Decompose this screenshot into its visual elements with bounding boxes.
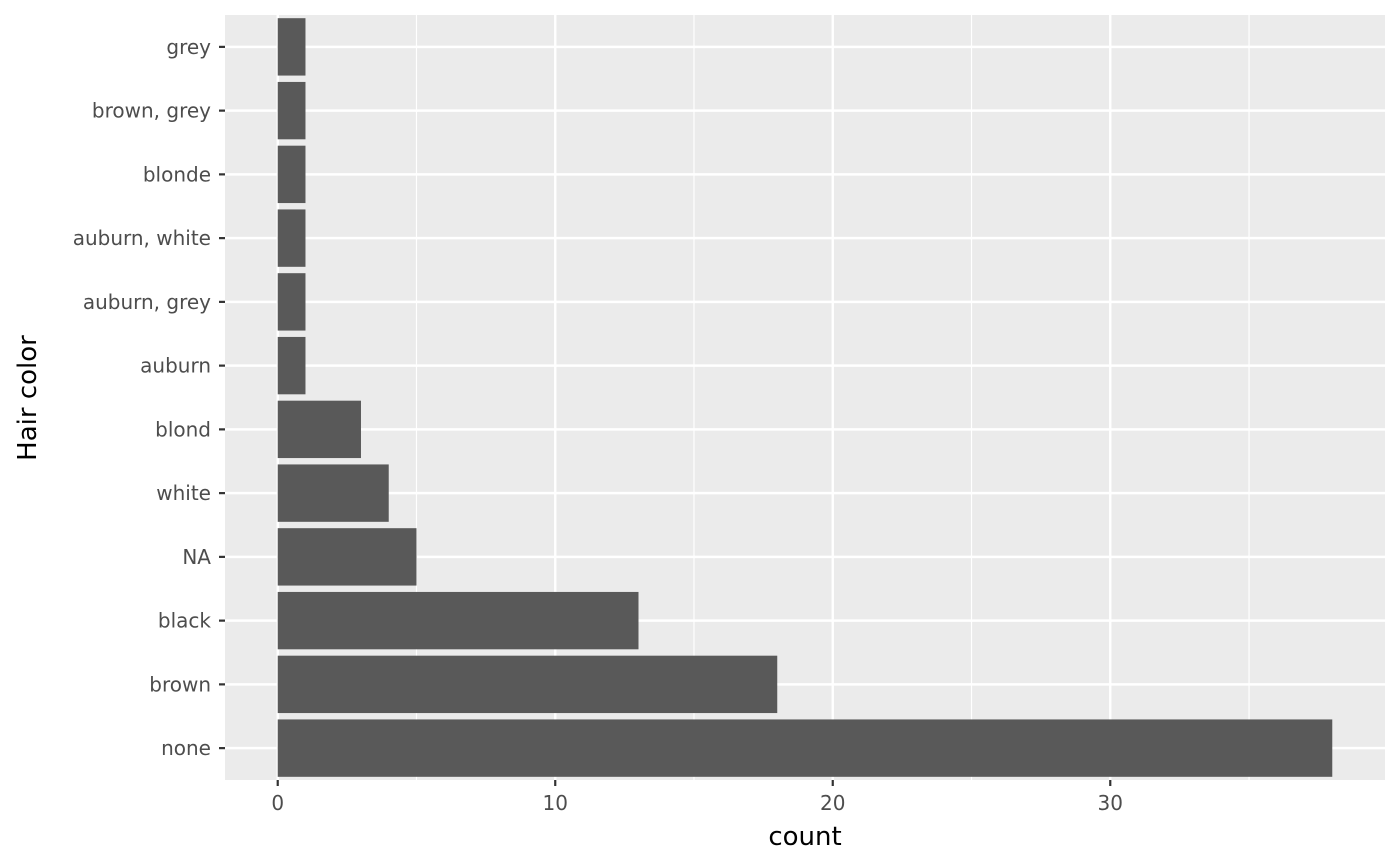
minor-gridlines <box>415 15 1250 780</box>
bar <box>277 273 306 331</box>
x-axis-title: count <box>768 822 841 852</box>
y-tick-label: black <box>158 609 212 633</box>
bar <box>277 655 778 714</box>
y-tick-label: grey <box>166 35 211 59</box>
bars <box>277 18 1333 777</box>
bar <box>277 719 1333 777</box>
x-tick-label: 10 <box>543 791 568 815</box>
bar <box>277 18 306 76</box>
bar <box>277 528 417 586</box>
x-axis: 0 10 20 30 <box>271 780 1123 815</box>
y-axis-title: Hair color <box>13 335 43 461</box>
y-tick-label: brown, grey <box>92 99 211 123</box>
bar <box>277 336 306 395</box>
y-tick-label: auburn <box>140 354 211 378</box>
y-tick-label: blonde <box>143 162 211 186</box>
x-tick-label: 30 <box>1098 791 1123 815</box>
bar <box>277 400 361 459</box>
x-tick-label: 0 <box>271 791 284 815</box>
bar <box>277 81 306 140</box>
y-tick-label: NA <box>182 545 211 569</box>
y-tick-label: none <box>161 736 211 760</box>
bar <box>277 145 306 204</box>
y-tick-label: brown <box>149 672 211 696</box>
y-tick-label: white <box>156 481 211 505</box>
y-tick-label: auburn, white <box>73 226 211 250</box>
y-tick-label: auburn, grey <box>83 290 211 314</box>
bar <box>277 591 639 650</box>
bar <box>277 209 306 267</box>
plot-panel <box>225 15 1385 780</box>
x-tick-label: 20 <box>820 791 845 815</box>
bar <box>277 464 389 522</box>
y-tick-label: blond <box>155 417 211 441</box>
y-axis: none brown black NA white blond auburn auburn, … <box>73 35 225 760</box>
